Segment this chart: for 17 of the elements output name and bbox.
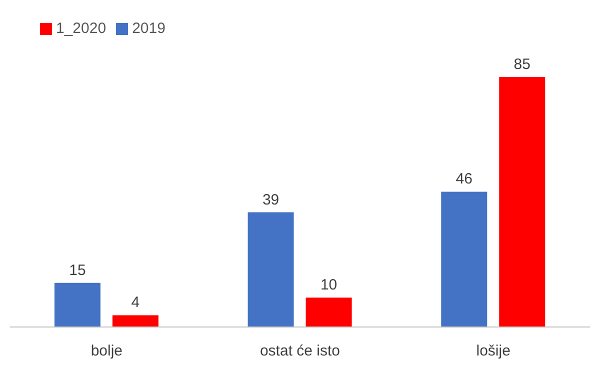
x-tick-label: bolje xyxy=(90,342,123,360)
data-label: 15 xyxy=(69,262,86,279)
bar xyxy=(112,315,158,327)
data-label: 85 xyxy=(514,56,530,73)
bar xyxy=(248,212,294,327)
bar xyxy=(499,77,546,327)
data-label: 46 xyxy=(456,170,472,188)
legend-label: 2019 xyxy=(132,20,166,37)
data-label: 4 xyxy=(131,294,140,312)
x-tick-label: ostat će isto xyxy=(260,342,340,360)
x-tick-label: lošije xyxy=(476,342,510,360)
data-label: 39 xyxy=(262,191,280,208)
bar xyxy=(306,298,352,327)
bar xyxy=(54,282,100,327)
legend-label: 1_2020 xyxy=(56,20,106,37)
bar xyxy=(441,192,488,327)
data-label: 10 xyxy=(320,276,338,294)
